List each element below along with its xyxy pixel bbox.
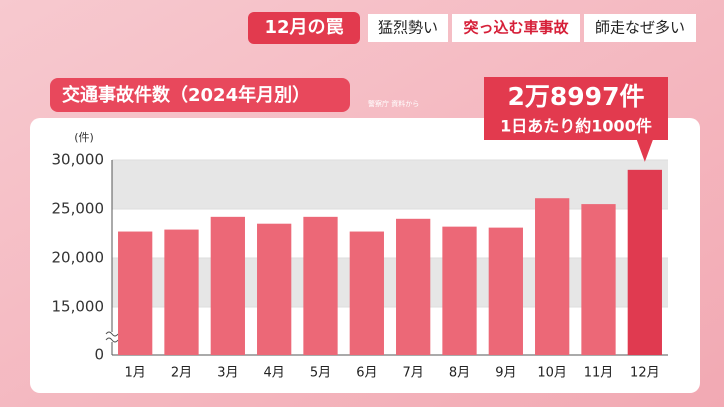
axis-break-gap: [106, 332, 118, 342]
y-tick-label: 30,000: [52, 151, 105, 169]
bar: [488, 227, 523, 355]
x-tick-label: 8月: [449, 366, 470, 381]
tag: 猛烈勢い: [378, 19, 438, 37]
bar: [118, 231, 153, 355]
y-tick-label: 15,000: [52, 298, 105, 316]
source: 警察庁 資料から: [368, 99, 419, 108]
grid-band: [112, 258, 668, 307]
x-tick-label: 1月: [125, 366, 146, 381]
y-tick-label: 25,000: [52, 200, 105, 218]
x-tick-label: 3月: [217, 366, 238, 381]
bar: [164, 229, 199, 355]
x-tick-label: 11月: [584, 366, 614, 381]
axis-break: [105, 331, 119, 343]
bar: [303, 216, 338, 355]
x-tick-label: 12月: [630, 366, 660, 381]
bar: [627, 169, 662, 355]
y-tick-label: 0: [94, 346, 104, 364]
x-tick-label: 10月: [537, 366, 567, 381]
y-tick-label: 20,000: [52, 249, 105, 267]
x-tick-label: 2月: [171, 366, 192, 381]
x-tick-label: 4月: [264, 366, 285, 381]
bar: [257, 223, 292, 355]
x-tick-label: 9月: [495, 366, 516, 381]
topic: 12月の罠: [264, 17, 343, 38]
title-box: [50, 78, 350, 112]
tag: 師走なぜ多い: [595, 19, 685, 37]
topic-box: [248, 12, 360, 44]
value-label: 2万8997件: [508, 82, 645, 111]
x-tick-label: 5月: [310, 366, 331, 381]
tag-box: [368, 14, 448, 42]
grid-band: [112, 160, 668, 209]
bar: [210, 216, 245, 355]
bar: [442, 226, 477, 355]
tag-box: [452, 14, 580, 42]
callout-box: [484, 77, 668, 162]
y-unit: (件): [74, 131, 94, 144]
bar: [396, 218, 431, 355]
chart-title: 交通事故件数（2024年月別）: [62, 84, 310, 106]
bar: [581, 204, 616, 355]
annotation: 1日あたり約1000件: [500, 117, 652, 136]
bar: [349, 231, 384, 355]
bar: [535, 198, 570, 355]
x-tick-label: 6月: [356, 366, 377, 381]
tag: 突っ込む車事故: [463, 19, 569, 37]
x-tick-label: 7月: [403, 366, 424, 381]
tag-box: [584, 14, 696, 42]
